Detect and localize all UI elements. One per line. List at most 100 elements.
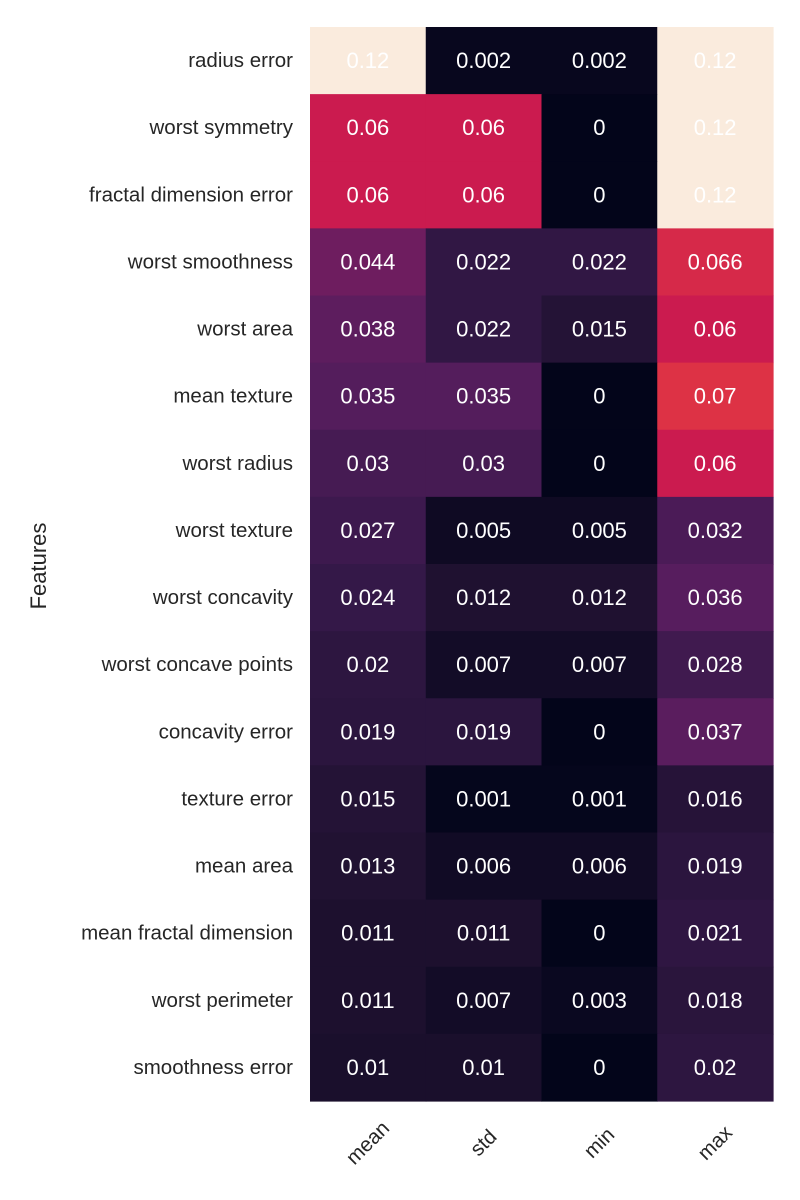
heatmap-cell xyxy=(425,832,543,901)
heatmap-cell xyxy=(657,564,774,632)
cell-value-label: 0.12 xyxy=(694,115,737,140)
heatmap-cell xyxy=(541,161,658,229)
cell-value-label: 0.006 xyxy=(572,854,627,879)
heatmap-cell xyxy=(310,564,427,632)
cell-value-label: 0.06 xyxy=(462,115,505,140)
heatmap-cell xyxy=(541,429,658,498)
heatmap-cell xyxy=(310,228,427,297)
row-tick-label: worst perimeter xyxy=(151,989,293,1012)
heatmap-cell xyxy=(657,429,774,498)
cell-value-label: 0.015 xyxy=(572,317,627,342)
cell-value-label: 0.028 xyxy=(688,652,743,677)
heatmap-cell xyxy=(541,564,658,632)
heatmap-cell xyxy=(541,94,658,162)
cell-value-label: 0.018 xyxy=(688,988,743,1013)
heatmap-cell xyxy=(657,1033,774,1102)
cell-value-label: 0.12 xyxy=(694,182,737,207)
heatmap-cell xyxy=(541,295,658,364)
row-tick-label: mean texture xyxy=(173,385,293,408)
cell-value-label: 0.021 xyxy=(688,921,743,946)
heatmap-cell xyxy=(657,496,774,565)
heatmap-cell xyxy=(310,27,427,95)
heatmap-cell xyxy=(425,564,543,632)
cell-value-label: 0.012 xyxy=(456,585,511,610)
cell-value-label: 0.024 xyxy=(340,585,395,610)
column-tick-label: mean xyxy=(342,1117,395,1170)
cell-value-label: 0.12 xyxy=(694,48,737,73)
heatmap-cell xyxy=(541,765,658,834)
cell-value-label: 0.06 xyxy=(346,182,389,207)
heatmap-cell xyxy=(425,94,543,162)
cell-value-label: 0.013 xyxy=(340,854,395,879)
cell-value-label: 0 xyxy=(593,182,605,207)
cell-value-label: 0.06 xyxy=(694,317,737,342)
heatmap-cell xyxy=(425,899,543,968)
cell-value-label: 0.06 xyxy=(346,115,389,140)
cell-value-label: 0.006 xyxy=(456,854,511,879)
cell-value-label: 0.016 xyxy=(688,786,743,811)
row-tick-label: mean area xyxy=(195,855,294,878)
cell-value-label: 0.038 xyxy=(340,317,395,342)
cell-value-label: 0.012 xyxy=(572,585,627,610)
cell-value-label: 0 xyxy=(593,451,605,476)
cell-value-label: 0 xyxy=(593,719,605,744)
heatmap-cell xyxy=(657,94,774,162)
cell-value-label: 0.011 xyxy=(457,921,510,946)
heatmap-cell xyxy=(310,765,427,834)
heatmap-cell xyxy=(657,362,774,431)
column-tick-label: min xyxy=(580,1123,620,1163)
cell-value-label: 0.01 xyxy=(346,1055,389,1080)
cell-value-label: 0.007 xyxy=(456,988,511,1013)
cell-value-label: 0 xyxy=(593,115,605,140)
heatmap-cell xyxy=(657,631,774,699)
cell-value-label: 0.019 xyxy=(340,719,395,744)
heatmap-cell xyxy=(425,765,543,834)
heatmap-cell xyxy=(541,698,658,766)
heatmap-cell xyxy=(425,295,543,364)
heatmap-cell xyxy=(425,27,543,95)
heatmap-cell xyxy=(310,94,427,162)
heatmap-cell xyxy=(541,362,658,431)
cell-value-label: 0.044 xyxy=(340,249,395,274)
cell-value-label: 0.037 xyxy=(688,719,743,744)
cell-value-label: 0.007 xyxy=(572,652,627,677)
cell-value-label: 0.002 xyxy=(456,48,511,73)
heatmap-cell xyxy=(541,966,658,1035)
heatmap-cell xyxy=(541,832,658,901)
heatmap-cell xyxy=(425,362,543,431)
cell-value-label: 0.015 xyxy=(340,786,395,811)
heatmap-cell xyxy=(310,161,427,229)
row-tick-label: worst concavity xyxy=(152,586,294,609)
cell-value-label: 0.001 xyxy=(572,786,627,811)
heatmap-cell xyxy=(310,698,427,766)
heatmap-cell xyxy=(310,631,427,699)
heatmap-cell xyxy=(657,698,774,766)
cell-value-label: 0.03 xyxy=(462,451,505,476)
cell-value-label: 0.011 xyxy=(341,988,394,1013)
row-tick-label: fractal dimension error xyxy=(89,183,293,206)
heatmap-cell xyxy=(425,161,543,229)
heatmap-cell xyxy=(541,27,658,95)
row-tick-label: worst smoothness xyxy=(127,250,293,273)
cell-value-label: 0.02 xyxy=(346,652,389,677)
cell-value-label: 0.03 xyxy=(346,451,389,476)
row-tick-label: worst radius xyxy=(181,452,293,475)
heatmap-cell xyxy=(657,899,774,968)
cell-value-label: 0 xyxy=(593,384,605,409)
cell-value-label: 0.005 xyxy=(572,518,627,543)
heatmap-cell xyxy=(310,362,427,431)
cell-value-label: 0.032 xyxy=(688,518,743,543)
heatmap-cell xyxy=(310,1033,427,1102)
heatmap-cell xyxy=(310,832,427,901)
row-tick-label: worst texture xyxy=(175,519,293,542)
cell-value-label: 0.02 xyxy=(694,1055,737,1080)
cell-value-label: 0.06 xyxy=(462,182,505,207)
cell-value-label: 0.011 xyxy=(341,921,394,946)
row-labels: radius error worst symmetry fractal dimens… xyxy=(81,49,294,1079)
cell-value-label: 0.022 xyxy=(572,249,627,274)
cell-value-label: 0 xyxy=(593,921,605,946)
cell-value-label: 0.007 xyxy=(456,652,511,677)
cell-value-label: 0.036 xyxy=(688,585,743,610)
row-tick-label: worst area xyxy=(196,318,293,341)
heatmap-cell xyxy=(425,966,543,1035)
